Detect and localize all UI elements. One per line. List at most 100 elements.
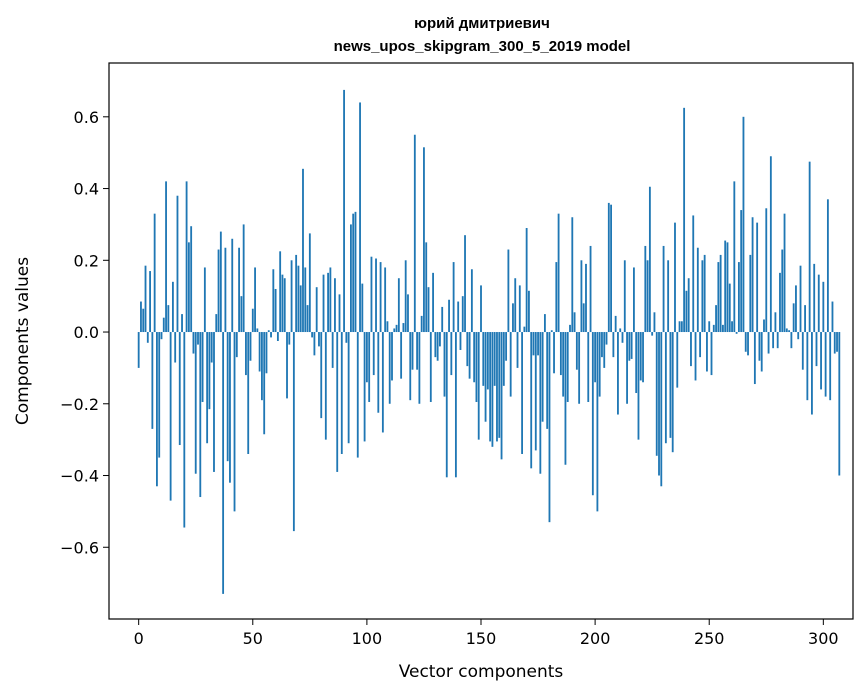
bar <box>710 332 713 376</box>
bar <box>411 332 414 370</box>
bar <box>516 332 519 368</box>
bar <box>258 332 261 372</box>
bar <box>566 332 569 402</box>
bar <box>703 254 706 333</box>
bar <box>760 332 763 372</box>
bar <box>151 332 154 429</box>
bar <box>591 332 594 496</box>
bar <box>329 267 332 333</box>
bar <box>336 332 339 472</box>
bar <box>238 247 240 333</box>
bar <box>733 181 736 333</box>
bar <box>676 332 679 388</box>
x-axis-ticks: 0 50 100 150 200 250 300 <box>134 619 839 648</box>
bar <box>836 332 838 352</box>
bar <box>514 278 517 333</box>
bar <box>187 242 190 333</box>
bar <box>699 332 702 358</box>
bar <box>582 303 585 333</box>
bar <box>571 217 574 333</box>
bar <box>648 186 651 333</box>
bar <box>781 249 784 333</box>
bar <box>671 332 674 453</box>
bar <box>831 301 834 333</box>
bar <box>249 332 252 361</box>
bar <box>327 272 330 333</box>
x-axis-label: Vector components <box>399 662 564 682</box>
bar <box>427 287 430 333</box>
bar <box>639 332 642 381</box>
bar <box>190 226 193 333</box>
bar <box>696 247 699 333</box>
bar <box>359 102 361 333</box>
bar <box>404 260 407 333</box>
bar <box>313 332 316 356</box>
bar <box>822 281 825 333</box>
bar <box>509 332 512 397</box>
bar <box>306 305 309 333</box>
bar <box>763 319 765 333</box>
bar <box>261 332 263 401</box>
bar <box>484 332 487 422</box>
bar <box>680 321 683 333</box>
plot-frame <box>108 62 854 620</box>
bar <box>165 181 167 333</box>
bar <box>637 332 640 440</box>
bar <box>156 332 158 487</box>
bar <box>655 332 658 456</box>
bar <box>646 260 649 333</box>
bar <box>242 224 245 333</box>
bar <box>206 332 209 444</box>
bar <box>541 332 544 422</box>
bar <box>790 332 793 349</box>
bar <box>276 332 279 341</box>
bar <box>804 305 806 333</box>
bar <box>436 332 439 361</box>
bar <box>838 332 841 476</box>
bar <box>229 332 231 483</box>
bar <box>496 332 498 442</box>
bar <box>564 332 567 465</box>
bar <box>416 332 419 370</box>
bar <box>715 305 717 333</box>
bar <box>267 330 270 333</box>
bar <box>208 332 211 410</box>
bar <box>224 247 227 333</box>
x-tick-label: 0 <box>134 629 144 648</box>
y-tick-label: 0.0 <box>74 323 99 342</box>
bar <box>308 233 311 333</box>
bar <box>744 332 747 352</box>
bar <box>525 228 528 333</box>
bar <box>345 332 348 343</box>
bar <box>210 332 213 363</box>
bar <box>361 283 364 333</box>
bar <box>756 222 759 333</box>
bar <box>454 332 457 478</box>
y-tick-label: −0.6 <box>60 538 99 557</box>
bar <box>158 332 161 458</box>
bar <box>324 332 327 440</box>
bar <box>217 249 220 333</box>
bar <box>297 265 300 333</box>
bar <box>683 107 686 333</box>
bar <box>363 332 366 442</box>
bar <box>162 317 165 333</box>
bar <box>491 332 494 447</box>
bar <box>619 328 622 333</box>
bar <box>633 267 635 333</box>
bar <box>769 156 772 333</box>
bar <box>402 323 405 333</box>
bar <box>441 306 444 333</box>
bar <box>550 330 553 333</box>
bar <box>669 332 672 438</box>
bar <box>295 254 298 333</box>
bar <box>226 332 229 462</box>
bar <box>475 332 478 402</box>
bar <box>603 332 606 368</box>
bar <box>706 332 708 372</box>
y-tick-label: 0.6 <box>74 108 99 127</box>
bar <box>183 332 186 528</box>
bar <box>322 274 325 333</box>
bar <box>530 332 533 469</box>
